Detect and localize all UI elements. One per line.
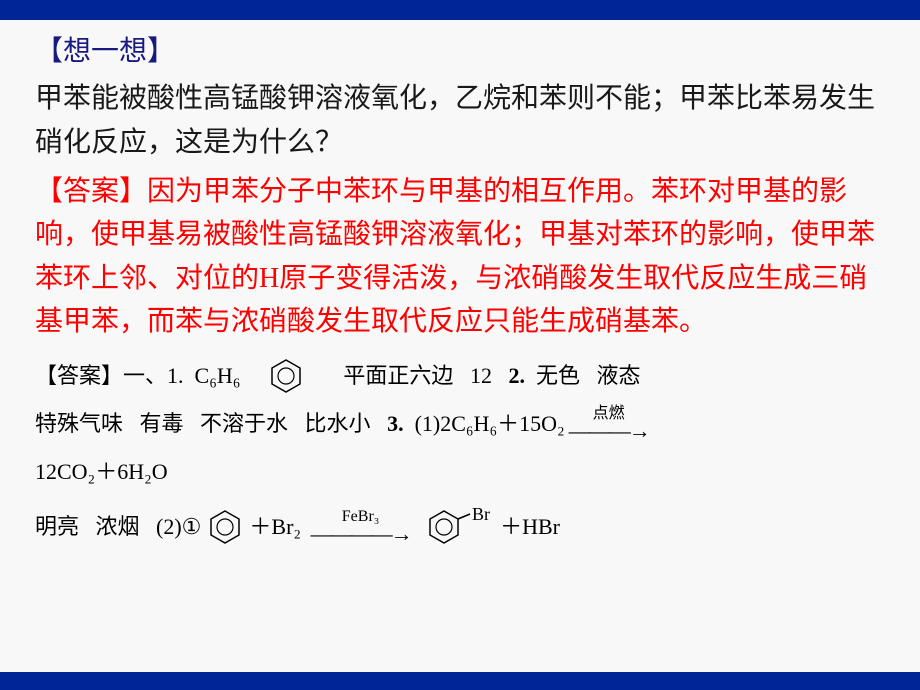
plus-br2: ＋Br₂: [249, 503, 301, 551]
eq1-left: (1)2C₆H₆＋15O₂: [415, 400, 565, 448]
bottom-color-bar: [0, 672, 920, 690]
benzene-hexagon-icon: [266, 356, 306, 396]
arrow-line-2: ————→: [311, 523, 411, 545]
item-2: 2.: [508, 352, 525, 400]
lighter: 比水小: [305, 400, 371, 448]
answer-body: 因为甲苯分子中苯环与甲基的相互作用。苯环对甲基的影响，使甲基易被酸性高锰酸钾溶液…: [35, 176, 875, 337]
ans2-line2: 特殊气味 有毒 不溶于水 比水小 3. (1)2C₆H₆＋15O₂ 点燃 ———…: [35, 400, 885, 448]
ans2-line1: 【答案】一、1. C₆H₆ 平面正六边 12 2. 无色 液态: [35, 352, 885, 400]
ans2-prefix: 【答案】一、1.: [35, 352, 184, 400]
shape-desc: 平面正六边: [343, 352, 453, 400]
febr3-arrow: FeBr₃ ————→: [311, 509, 411, 545]
answer-label: 【答案】: [35, 176, 147, 207]
plus-hbr: ＋HBr: [500, 503, 560, 551]
top-color-bar: [0, 0, 920, 20]
benzene-reactant-icon: [205, 507, 245, 547]
answers-section-2: 【答案】一、1. C₆H₆ 平面正六边 12 2. 无色 液态 特殊气味: [35, 352, 885, 552]
arrow-line-1: ———→: [569, 420, 649, 442]
smoke: 浓烟: [96, 503, 140, 551]
main-content: 【想一想】 甲苯能被酸性高锰酸钾溶液氧化，乙烷和苯则不能；甲苯比苯易发生硝化反应…: [0, 20, 920, 551]
item-3: 3.: [387, 400, 404, 448]
eq1-right: 12CO₂＋6H₂O: [35, 448, 168, 496]
toxic: 有毒: [140, 400, 184, 448]
ans2-line4: 明亮 浓烟 (2)① ＋Br₂ FeBr₃ ————→ Br: [35, 503, 885, 551]
bromobenzene-icon: Br: [424, 507, 496, 547]
bright: 明亮: [35, 503, 79, 551]
liquid: 液态: [596, 352, 640, 400]
formula-c6h6: C₆H₆: [195, 352, 241, 400]
part2-label: (2)①: [156, 503, 201, 551]
num-12: 12: [470, 352, 492, 400]
combustion-arrow: 点燃 ———→: [569, 406, 649, 442]
think-heading: 【想一想】: [35, 32, 885, 71]
question-text: 甲苯能被酸性高锰酸钾溶液氧化，乙烷和苯则不能；甲苯比苯易发生硝化反应，这是为什么…: [35, 77, 885, 164]
ans2-line3: 12CO₂＋6H₂O: [35, 448, 885, 496]
insoluble: 不溶于水: [200, 400, 288, 448]
svg-text:Br: Br: [472, 507, 490, 524]
smell: 特殊气味: [35, 400, 123, 448]
colorless: 无色: [536, 352, 580, 400]
answer-block: 【答案】因为甲苯分子中苯环与甲基的相互作用。苯环对甲基的影响，使甲基易被酸性高锰…: [35, 170, 885, 344]
